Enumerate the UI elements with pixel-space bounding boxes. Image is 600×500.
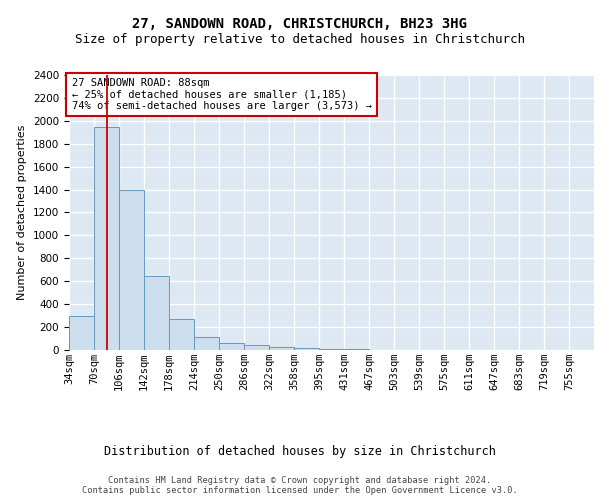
Text: Size of property relative to detached houses in Christchurch: Size of property relative to detached ho… — [75, 32, 525, 46]
Text: Distribution of detached houses by size in Christchurch: Distribution of detached houses by size … — [104, 444, 496, 458]
Bar — [244, 346, 269, 350]
Bar — [94, 126, 119, 350]
Bar — [169, 319, 194, 350]
Bar — [69, 316, 94, 350]
Bar — [119, 190, 144, 350]
Y-axis label: Number of detached properties: Number of detached properties — [17, 125, 28, 300]
Bar — [144, 276, 169, 350]
Text: 27 SANDOWN ROAD: 88sqm
← 25% of detached houses are smaller (1,185)
74% of semi-: 27 SANDOWN ROAD: 88sqm ← 25% of detached… — [71, 78, 371, 111]
Bar — [294, 348, 319, 350]
Bar — [269, 346, 294, 350]
Bar — [194, 338, 219, 350]
Bar — [219, 343, 244, 350]
Text: 27, SANDOWN ROAD, CHRISTCHURCH, BH23 3HG: 27, SANDOWN ROAD, CHRISTCHURCH, BH23 3HG — [133, 18, 467, 32]
Text: Contains HM Land Registry data © Crown copyright and database right 2024.
Contai: Contains HM Land Registry data © Crown c… — [82, 476, 518, 495]
